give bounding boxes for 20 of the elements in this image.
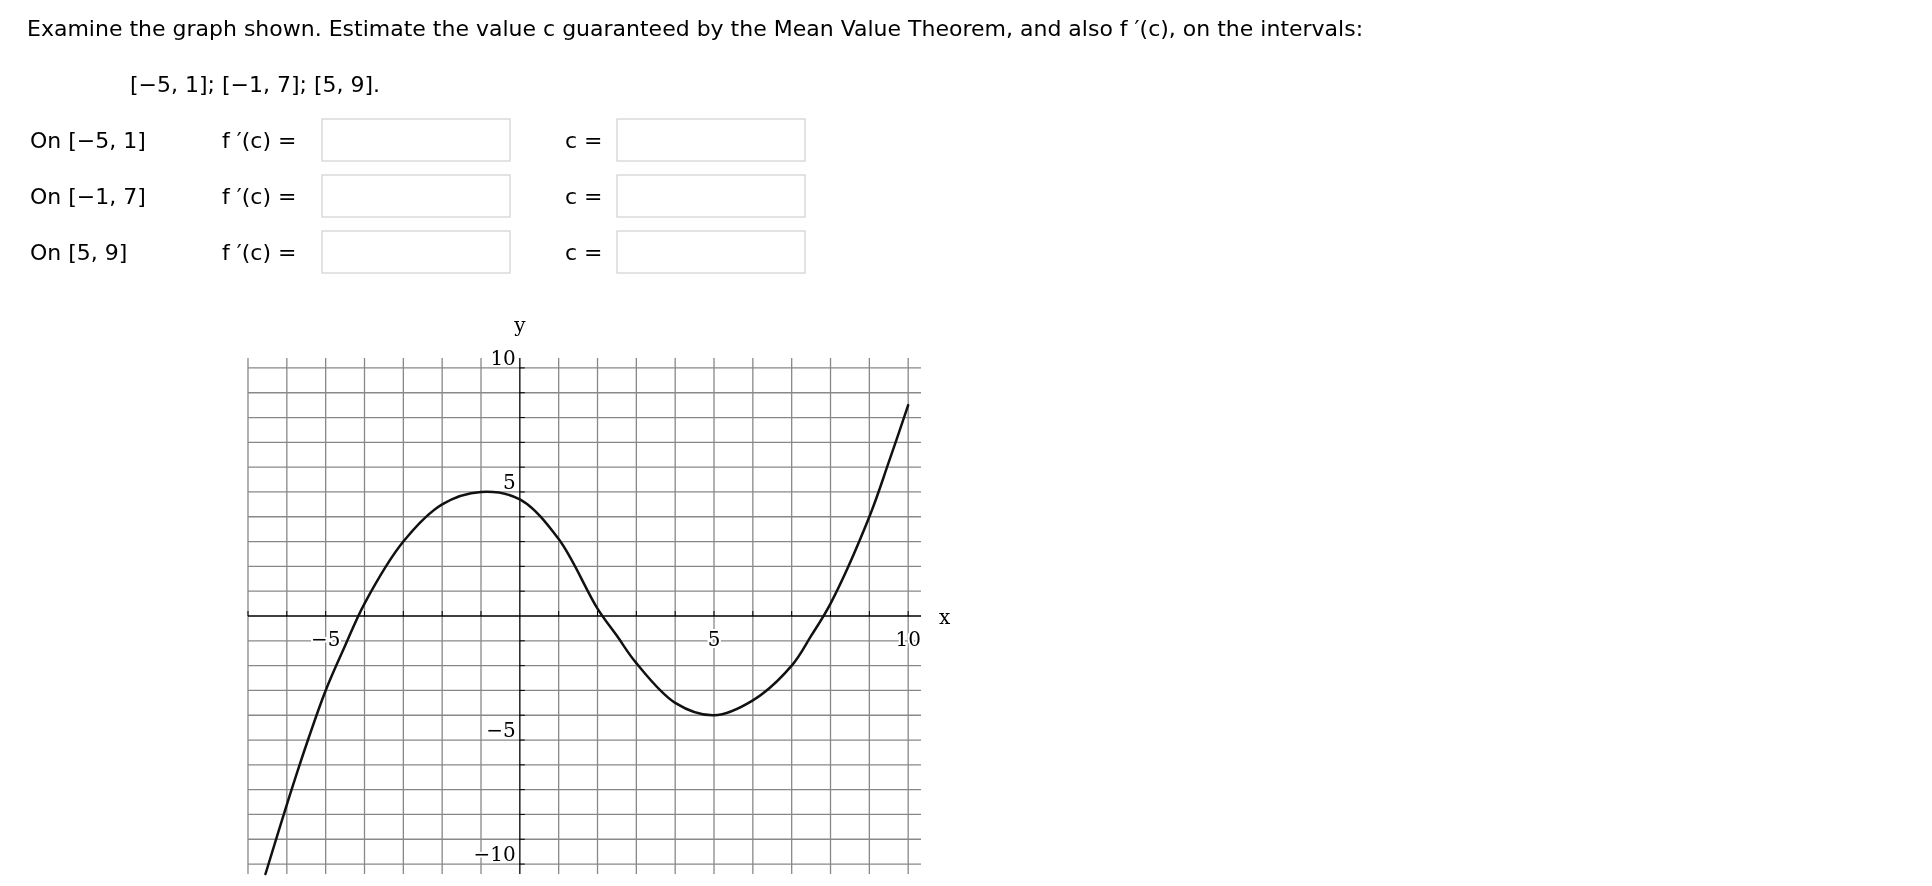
y-axis-title: y: [513, 313, 527, 337]
y-tick-label: 5: [503, 469, 516, 494]
x-axis-title: x: [939, 605, 951, 629]
y-tick-label: −5: [486, 718, 516, 743]
x-tick-label: −5: [310, 627, 341, 651]
x-tick-label: 5: [707, 627, 721, 651]
chart-title: Examine the graph shown. Estimate the value c guaranteed by the Mean Value Theorem, and also f ′(c), on the intervals:: [27, 16, 1364, 41]
text: f ′(c) =: [222, 240, 297, 265]
text: f ′(c) =: [222, 184, 297, 209]
text: c =: [565, 184, 603, 209]
text: On [−5, 1]: [30, 128, 146, 153]
y-tick-label: 10: [490, 345, 516, 370]
chart-subtitle: [−5, 1]; [−1, 7]; [5, 9].: [130, 72, 381, 97]
text: c =: [565, 240, 603, 265]
text: On [5, 9]: [30, 240, 128, 265]
text: f ′(c) =: [222, 128, 297, 153]
text: On [−1, 7]: [30, 184, 146, 209]
x-tick-label: 10: [895, 627, 921, 651]
y-tick-label: −10: [473, 842, 516, 867]
text: c =: [565, 128, 603, 153]
